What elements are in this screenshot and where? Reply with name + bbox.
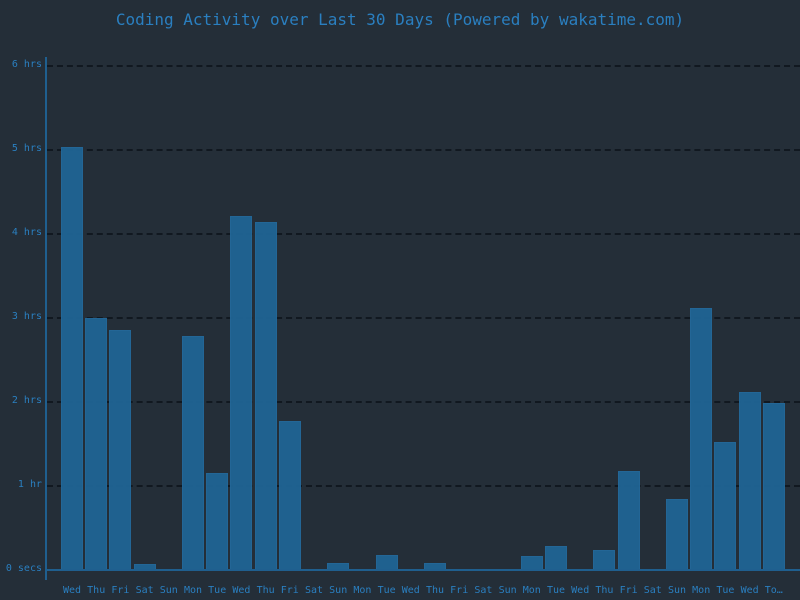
gridline xyxy=(47,233,800,235)
x-tick-label: Tue xyxy=(716,585,735,596)
bar[interactable] xyxy=(593,550,616,570)
bar[interactable] xyxy=(714,442,737,570)
bar[interactable] xyxy=(762,403,785,570)
y-tick-label: 4 hrs xyxy=(11,227,42,238)
x-tick-label: Sun xyxy=(329,585,348,596)
x-tick-label: Sat xyxy=(474,585,493,596)
x-tick-label: Mon xyxy=(522,585,541,596)
x-tick-label: Thu xyxy=(256,585,275,596)
x-tick-label: Thu xyxy=(595,585,614,596)
chart-title: Coding Activity over Last 30 Days (Power… xyxy=(115,10,685,29)
x-tick-label: Mon xyxy=(692,585,711,596)
bar[interactable] xyxy=(545,546,567,570)
bar[interactable] xyxy=(182,336,204,570)
x-tick-label: Fri xyxy=(111,585,130,596)
x-tick-label: Mon xyxy=(183,585,203,596)
y-tick-label: 6 hrs xyxy=(11,59,42,70)
x-tick-label: Tue xyxy=(546,585,566,596)
bar[interactable] xyxy=(690,308,713,570)
bar[interactable] xyxy=(61,147,83,570)
y-tick-label: 0 secs xyxy=(5,563,42,574)
x-tick-label: Wed xyxy=(232,585,251,596)
x-tick-label: Sun xyxy=(667,585,687,596)
bar[interactable] xyxy=(375,555,398,570)
bar[interactable] xyxy=(520,556,543,570)
y-axis xyxy=(45,57,47,580)
x-tick-label: Fri xyxy=(280,585,299,596)
x-tick-label: Fri xyxy=(450,585,469,596)
bar[interactable] xyxy=(617,471,640,570)
x-tick-label: Tue xyxy=(208,585,227,596)
x-tick-label: Wed xyxy=(62,585,82,596)
gridline xyxy=(47,317,800,319)
x-tick-label: To… xyxy=(764,585,783,596)
x-tick-label: Sun xyxy=(159,585,178,596)
bar[interactable] xyxy=(206,473,229,570)
x-tick-label: Thu xyxy=(87,585,106,596)
bar[interactable] xyxy=(230,216,253,570)
bar[interactable] xyxy=(666,499,688,570)
x-tick-label: Wed xyxy=(571,585,590,596)
gridline xyxy=(47,65,800,67)
gridline xyxy=(47,149,800,151)
x-tick-label: Sun xyxy=(498,585,517,596)
bar[interactable] xyxy=(85,318,108,570)
x-tick-label: Thu xyxy=(425,585,445,596)
bar[interactable] xyxy=(109,330,132,570)
x-tick-label: Sat xyxy=(643,585,662,596)
gridline xyxy=(47,485,800,487)
x-tick-label: Tue xyxy=(377,585,396,596)
x-tick-label: Wed xyxy=(401,585,420,596)
x-tick-label: Fri xyxy=(619,585,638,596)
x-tick-label: Wed xyxy=(740,585,759,596)
y-tick-label: 2 hrs xyxy=(11,395,42,406)
x-tick-label: Sat xyxy=(135,585,154,596)
y-tick-label: 1 hr xyxy=(17,479,42,490)
gridline xyxy=(47,401,800,403)
bar[interactable] xyxy=(278,421,301,570)
bar[interactable] xyxy=(738,392,761,570)
bar[interactable] xyxy=(254,222,277,570)
x-tick-label: Mon xyxy=(353,585,372,596)
x-tick-label: Sat xyxy=(304,585,324,596)
y-tick-label: 5 hrs xyxy=(11,143,42,154)
y-tick-label: 3 hrs xyxy=(11,311,42,322)
x-axis xyxy=(45,569,800,571)
